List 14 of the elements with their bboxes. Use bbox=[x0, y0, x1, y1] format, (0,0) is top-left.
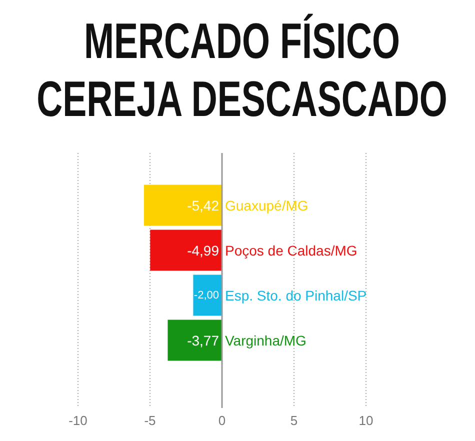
data-label: -5,42 bbox=[187, 197, 220, 214]
x-tick-label: -5 bbox=[144, 413, 156, 428]
x-tick-label: 5 bbox=[290, 413, 298, 428]
data-label: -3,77 bbox=[187, 332, 220, 348]
y-tick-label: Esp. Sto. do Pinhal/SP bbox=[225, 287, 367, 304]
chart-title: MERCADO FÍSICO CEREJA DESCASCADO bbox=[35, 12, 448, 128]
y-tick-label: Poços de Caldas/MG bbox=[225, 242, 358, 258]
y-tick-label: Varginha/MG bbox=[225, 332, 306, 348]
data-label: -2,00 bbox=[194, 289, 219, 302]
y-tick-label: Guaxupé/MG bbox=[225, 197, 308, 214]
data-label: -4,99 bbox=[187, 242, 220, 258]
x-tick-label: -10 bbox=[68, 413, 88, 428]
x-tick-label: 0 bbox=[218, 413, 226, 428]
x-tick-label: 10 bbox=[358, 413, 374, 428]
